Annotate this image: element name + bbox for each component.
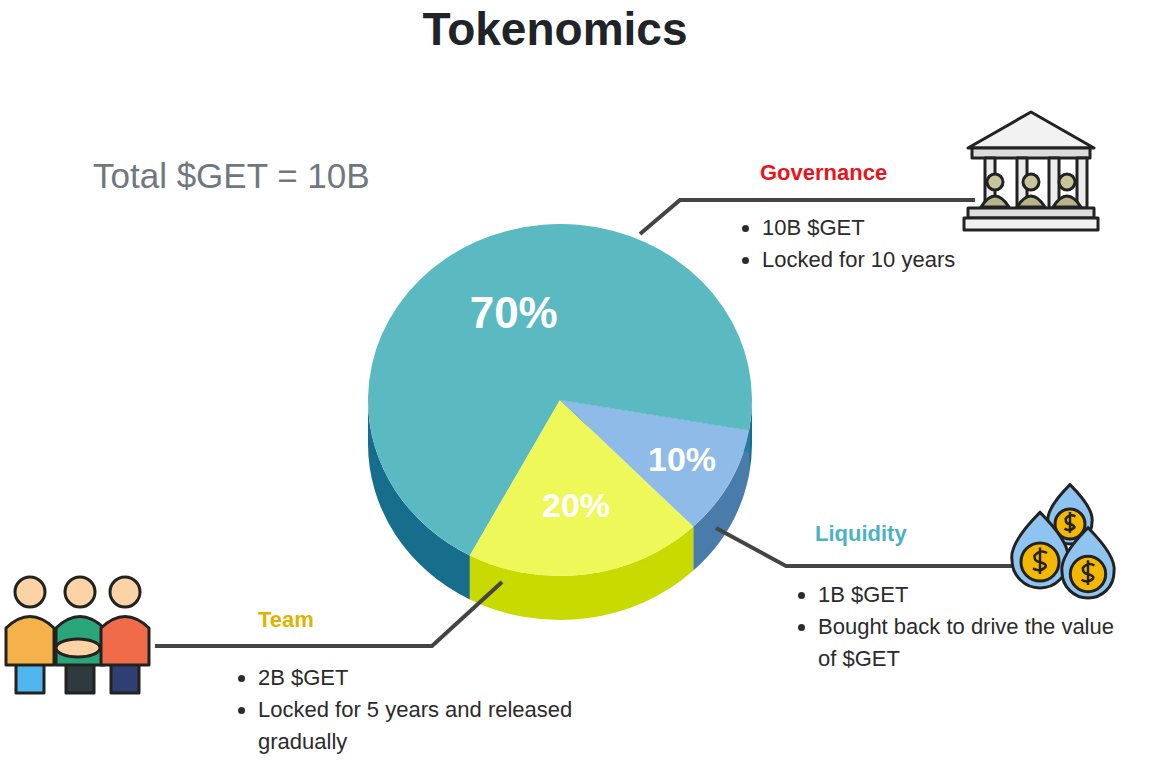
icon-part: [101, 617, 149, 666]
annotation: Bought back to drive the value of $GET: [818, 611, 1138, 675]
annotation: 10B $GET: [762, 212, 972, 244]
annotation: 1B $GET: [818, 579, 1138, 611]
stage: 70% 20% 10% Tokenomics Total $GET = 10B Gover…: [0, 0, 1149, 778]
icon-part: [1012, 512, 1068, 588]
data-label: 20%: [542, 486, 610, 524]
icon-part: [1070, 556, 1105, 591]
title: Tokenomics: [0, 2, 1110, 56]
annotation-list: 1B $GETBought back to drive the value of…: [792, 579, 1138, 675]
icon-part: [56, 639, 100, 657]
icon-team: [6, 577, 149, 693]
data-label: 70%: [470, 288, 558, 337]
icon-part: [1077, 158, 1087, 208]
icon-liquidity: [1012, 485, 1114, 598]
icon-part: [981, 196, 1009, 207]
slice: [368, 224, 752, 555]
category-label: Liquidity: [815, 521, 907, 547]
annotation: Locked for 5 years and released graduall…: [258, 694, 588, 758]
icon-part: [1065, 512, 1076, 533]
icon-part: [110, 577, 140, 607]
icon-part: [1023, 174, 1039, 190]
icon-part: [968, 112, 1094, 148]
icon-part: [1017, 196, 1045, 207]
chart-canvas: 70% 20% 10%: [0, 0, 1149, 778]
icon-part: [65, 577, 95, 607]
icon-part: [1059, 174, 1075, 190]
icon-part: [964, 218, 1098, 230]
icon-part: [1053, 196, 1081, 207]
category-label: Team: [258, 607, 314, 633]
icon-part: [1033, 547, 1047, 574]
annotation-list: 2B $GETLocked for 5 years and released g…: [232, 662, 588, 758]
icon-part: [6, 617, 54, 666]
category-label: Governance: [760, 160, 887, 186]
annotation: 2B $GET: [258, 662, 588, 694]
icon-part: [1082, 560, 1095, 585]
annotation-list: 10B $GETLocked for 10 years: [736, 212, 972, 276]
subtitle: Total $GET = 10B: [93, 156, 370, 196]
icon-part: [56, 617, 104, 666]
connector: [155, 582, 502, 646]
icon-part: [987, 174, 1003, 190]
icon-part: [1021, 543, 1059, 581]
icon-part: [1062, 528, 1114, 598]
pie-tops: [368, 224, 752, 576]
icon-part: [15, 577, 45, 607]
icon-governance: [964, 112, 1098, 230]
data-label: 10%: [648, 440, 716, 478]
annotation: Locked for 10 years: [762, 244, 972, 276]
